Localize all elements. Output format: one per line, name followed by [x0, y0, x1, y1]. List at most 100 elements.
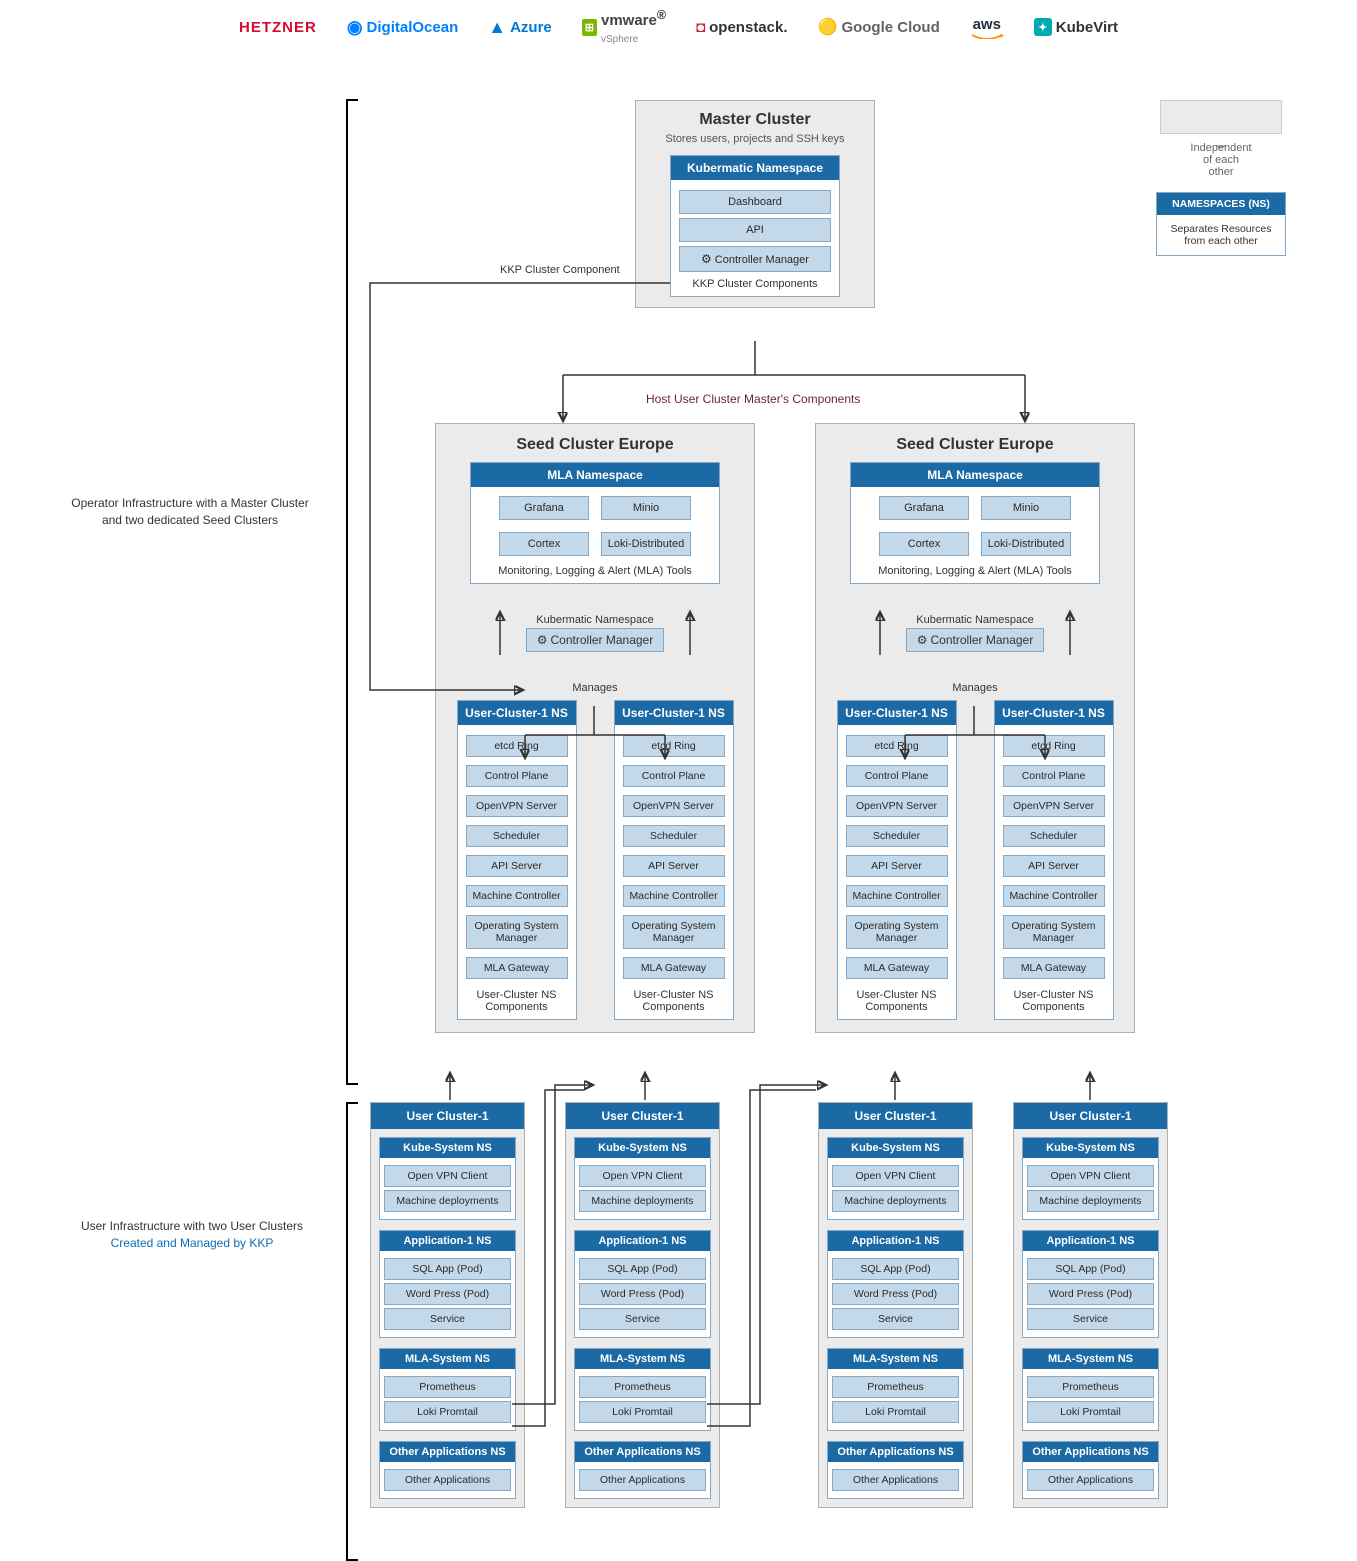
user-cluster-4: User Cluster-1Kube-System NSOpen VPN Cli… [1013, 1102, 1168, 1508]
seed2-mla-caption: Monitoring, Logging & Alert (MLA) Tools [857, 565, 1093, 577]
uc-item: Machine Controller [846, 885, 948, 907]
uc-caption: User-Cluster NS Components [844, 989, 950, 1013]
other-apps-ns: Other Applications NSOther Applications [379, 1441, 516, 1499]
chip: Prometheus [579, 1376, 706, 1398]
chip: Service [579, 1308, 706, 1330]
seed2-mla-head: MLA Namespace [851, 463, 1099, 487]
uc-item: Operating System Manager [466, 915, 568, 949]
chip: Open VPN Client [1027, 1165, 1154, 1187]
seed-cluster-2: Seed Cluster Europe MLA Namespace Grafan… [815, 423, 1135, 1033]
uc-item: Operating System Manager [623, 915, 725, 949]
uc-item: Machine Controller [623, 885, 725, 907]
uc-item: OpenVPN Server [623, 795, 725, 817]
user-cluster-row-2: User Cluster-1Kube-System NSOpen VPN Cli… [818, 1102, 1168, 1508]
master-subtitle: Stores users, projects and SSH keys [646, 133, 864, 145]
chip: Other Applications [832, 1469, 959, 1491]
chip: Other Applications [579, 1469, 706, 1491]
application-ns: Application-1 NSSQL App (Pod)Word Press … [574, 1230, 711, 1338]
chip: Service [384, 1308, 511, 1330]
gear-icon: ⚙ [537, 633, 548, 647]
uc-item: Scheduler [466, 825, 568, 847]
master-ns-head: Kubermatic Namespace [671, 156, 839, 180]
gear-icon: ⚙ [917, 633, 928, 647]
chip-cortex: Cortex [879, 532, 969, 556]
provider-kubevirt: ✦KubeVirt [1034, 18, 1118, 36]
chip: Word Press (Pod) [579, 1283, 706, 1305]
uc-item: Control Plane [623, 765, 725, 787]
mla-system-ns: MLA-System NSPrometheusLoki Promtail [827, 1348, 964, 1431]
uc-item: etcd Ring [846, 735, 948, 757]
provider-openstack: ◘openstack. [696, 19, 787, 36]
other-apps-ns: Other Applications NSOther Applications [827, 1441, 964, 1499]
uc-caption: User-Cluster NS Components [1001, 989, 1107, 1013]
chip: Loki Promtail [579, 1401, 706, 1423]
provider-row: HETZNER ◉DigitalOcean ▲Azure ⊞vmware®vSp… [0, 0, 1357, 46]
chip: SQL App (Pod) [579, 1258, 706, 1280]
mla-system-ns: MLA-System NSPrometheusLoki Promtail [1022, 1348, 1159, 1431]
uc-item: Machine Controller [1003, 885, 1105, 907]
master-cluster: Master Cluster Stores users, projects an… [635, 100, 875, 308]
uc-item: OpenVPN Server [846, 795, 948, 817]
label-operator: Operator Infrastructure with a Master Cl… [60, 495, 320, 529]
user-cluster-1: User Cluster-1Kube-System NSOpen VPN Cli… [370, 1102, 525, 1508]
uc-head: User-Cluster-1 NS [458, 701, 576, 725]
chip: Word Press (Pod) [832, 1283, 959, 1305]
chip: Loki Promtail [832, 1401, 959, 1423]
uc-caption: User-Cluster NS Components [621, 989, 727, 1013]
label-host-components: Host User Cluster Master's Components [646, 392, 860, 406]
uc-item: MLA Gateway [466, 957, 568, 979]
seed2-uc1: User-Cluster-1 NS etcd RingControl Plane… [837, 700, 957, 1020]
chip-grafana: Grafana [499, 496, 589, 520]
uc-item: Operating System Manager [1003, 915, 1105, 949]
mla-system-ns: MLA-System NSPrometheusLoki Promtail [574, 1348, 711, 1431]
seed-cluster-1: Seed Cluster Europe MLA Namespace Grafan… [435, 423, 755, 1033]
provider-googlecloud: 🟡Google Cloud [818, 17, 940, 37]
chip-dashboard: Dashboard [679, 190, 831, 214]
seed1-title: Seed Cluster Europe [448, 436, 742, 454]
application-ns: Application-1 NSSQL App (Pod)Word Press … [1022, 1230, 1159, 1338]
kube-system-ns: Kube-System NSOpen VPN ClientMachine dep… [827, 1137, 964, 1220]
chip: Other Applications [384, 1469, 511, 1491]
kube-system-ns: Kube-System NSOpen VPN ClientMachine dep… [379, 1137, 516, 1220]
seed1-uc1: User-Cluster-1 NS etcd RingControl Plane… [457, 700, 577, 1020]
uc-item: API Server [623, 855, 725, 877]
uc-head: User-Cluster-1 NS [615, 701, 733, 725]
gear-icon: ⚙ [701, 252, 712, 266]
bracket-user [346, 1102, 358, 1561]
chip: SQL App (Pod) [832, 1258, 959, 1280]
chip: Other Applications [1027, 1469, 1154, 1491]
chip-loki: Loki-Distributed [981, 532, 1071, 556]
chip: Machine deployments [832, 1190, 959, 1212]
uc-item: Control Plane [466, 765, 568, 787]
chip: SQL App (Pod) [384, 1258, 511, 1280]
user-cluster-row: User Cluster-1 Kube-System NSOpen VPN Cli… [370, 1102, 720, 1508]
uc-item: etcd Ring [623, 735, 725, 757]
label-kkp-component: KKP Cluster Component [500, 264, 620, 276]
user-cluster-title: User Cluster-1 [566, 1103, 719, 1129]
chip: Machine deployments [579, 1190, 706, 1212]
uc-caption: User-Cluster NS Components [464, 989, 570, 1013]
kube-system-ns: Kube-System NSOpen VPN ClientMachine dep… [574, 1137, 711, 1220]
provider-digitalocean: ◉DigitalOcean [347, 17, 458, 38]
provider-hetzner: HETZNER [239, 19, 317, 36]
chip: Loki Promtail [384, 1401, 511, 1423]
master-title: Master Cluster [646, 111, 864, 129]
user-cluster-3: User Cluster-1Kube-System NSOpen VPN Cli… [818, 1102, 973, 1508]
seed1-kub-ns-label: Kubermatic Namespace [448, 614, 742, 626]
label-user: User Infrastructure with two User Cluste… [60, 1218, 324, 1252]
chip: Word Press (Pod) [1027, 1283, 1154, 1305]
chip: Open VPN Client [579, 1165, 706, 1187]
uc-item: API Server [466, 855, 568, 877]
uc-item: Operating System Manager [846, 915, 948, 949]
seed1-uc2: User-Cluster-1 NS etcd Ring Control Plane… [614, 700, 734, 1020]
chip: Machine deployments [1027, 1190, 1154, 1212]
chip: Prometheus [1027, 1376, 1154, 1398]
uc-head: User-Cluster-1 NS [995, 701, 1113, 725]
chip: Word Press (Pod) [384, 1283, 511, 1305]
chip: Prometheus [832, 1376, 959, 1398]
uc-item: API Server [1003, 855, 1105, 877]
uc-head: User-Cluster-1 NS [838, 701, 956, 725]
mla-system-ns: MLA-System NSPrometheusLoki Promtail [379, 1348, 516, 1431]
seed1-ctrl-mgr: ⚙Controller Manager [526, 628, 664, 652]
seed1-mla-head: MLA Namespace [471, 463, 719, 487]
